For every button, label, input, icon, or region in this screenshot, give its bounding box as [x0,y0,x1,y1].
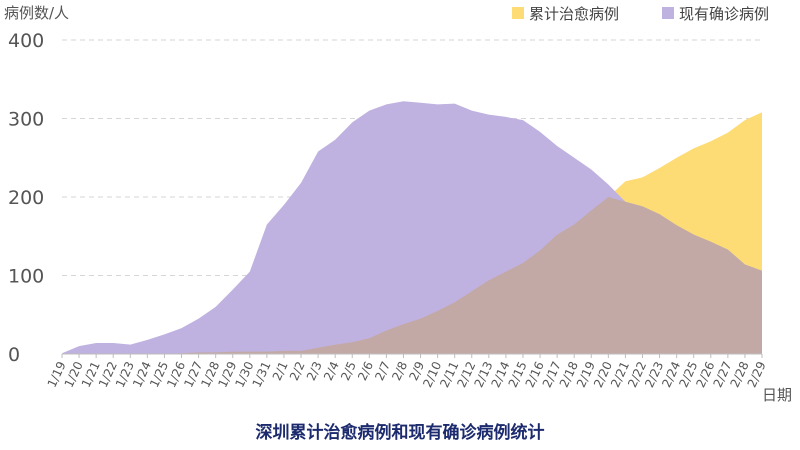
legend-label: 现有确诊病例 [679,5,769,23]
x-tick-label: 2/7 [372,359,393,382]
y-tick-label: 400 [8,30,44,52]
y-tick-label: 200 [8,187,44,209]
x-axis: 1/191/201/211/221/231/241/251/261/271/28… [45,353,769,390]
x-tick-label: 2/1 [270,359,291,382]
x-tick-label: 2/3 [304,359,325,382]
legend-swatch [662,7,674,19]
y-axis-label: 病例数/人 [4,4,69,22]
x-tick-label: 2/8 [389,359,410,382]
area-layer [62,101,762,354]
x-axis-label: 日期 [762,386,792,404]
y-tick-label: 300 [8,109,44,131]
x-tick-label: 2/6 [355,359,376,382]
y-tick-label: 100 [8,266,44,288]
legend-swatch [512,7,524,19]
y-tick-label: 0 [8,344,20,366]
legend-label: 累计治愈病例 [529,5,619,23]
x-tick-label: 2/2 [287,359,308,382]
y-axis: 0 100 200 300 400 [8,30,44,366]
x-tick-label: 2/4 [321,359,342,382]
chart-title: 深圳累计治愈病例和现有确诊病例统计 [255,423,545,443]
legend: 累计治愈病例 现有确诊病例 [512,5,769,23]
overlap-area [62,197,762,354]
x-tick-label: 2/5 [338,359,359,382]
